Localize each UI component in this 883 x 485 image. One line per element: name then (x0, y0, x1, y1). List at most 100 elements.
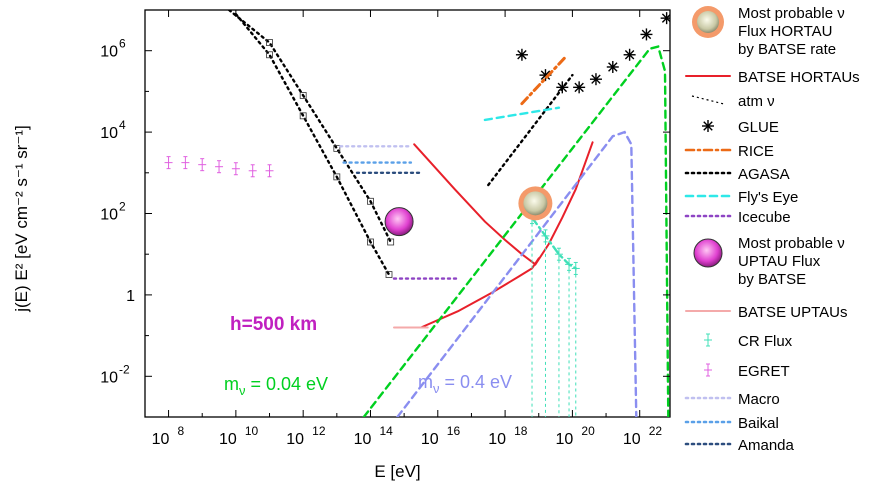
mass-label-0-04: mν = 0.04 eV (224, 374, 328, 398)
y-tick-exponent: 4 (119, 118, 126, 132)
x-tick-label: 10 (286, 431, 304, 448)
series-glue-point (623, 48, 636, 61)
series-atm-1--line (234, 12, 391, 276)
y-tick-exponent: -2 (119, 362, 130, 376)
legend-entry: AGASA (684, 166, 790, 183)
y-axis-label: j(E) E² [eV cm⁻² s⁻¹ sr⁻¹] (12, 125, 31, 313)
atm-nu-point (266, 51, 273, 59)
x-tick-exponent: 12 (312, 424, 326, 438)
y-tick-label: 10 (100, 207, 118, 224)
legend-label: Amanda (738, 437, 795, 454)
legend-label: by BATSE (738, 271, 806, 288)
legend-label: EGRET (738, 363, 790, 380)
series-atm-2--line (227, 10, 392, 244)
x-tick-exponent: 20 (581, 424, 595, 438)
x-tick-exponent: 16 (447, 424, 461, 438)
legend-label: Fly's Eye (738, 189, 798, 206)
legend-entry: CR Flux (704, 333, 793, 350)
legend-entry: BATSE HORTAUs (685, 69, 860, 86)
legend-label: atm ν (738, 93, 775, 110)
legend-label: Macro (738, 391, 780, 408)
series-glue-point (515, 48, 528, 61)
x-tick-label: 10 (421, 431, 439, 448)
y-tick-exponent: 2 (119, 200, 126, 214)
x-tick-exponent: 10 (245, 424, 259, 438)
atm-nu-point (367, 197, 374, 205)
y-tick-label: 10 (100, 369, 118, 386)
hortau-marker (523, 191, 548, 216)
legend-entry: BATSE UPTAUs (685, 304, 847, 321)
series-batse-hortaus-line (413, 141, 594, 266)
x-tick-label: 10 (488, 431, 506, 448)
x-tick-label: 10 (556, 431, 574, 448)
legend-entry: Baikal (684, 415, 779, 432)
legend-entry: GLUE (702, 119, 779, 136)
uptau-marker (384, 207, 414, 237)
series-egret-point (198, 158, 207, 172)
legend-label: RICE (738, 143, 774, 160)
altitude-annotation: h=500 km (230, 314, 317, 335)
legend-label: GLUE (738, 119, 779, 136)
cr-flux-point (565, 257, 574, 271)
legend-entry: atm ν (691, 93, 775, 110)
series-cr-flux-line (530, 216, 577, 270)
legend-entry: Fly's Eye (684, 189, 798, 206)
legend-label: Most probable ν (738, 235, 845, 252)
legend-label: CR Flux (738, 333, 793, 350)
legend-entry: EGRET (704, 363, 790, 380)
legend-uptau-marker (693, 238, 723, 268)
legend-atm-line (691, 95, 725, 105)
x-axis-label: E [eV] (374, 462, 420, 481)
x-tick-exponent: 14 (379, 424, 393, 438)
y-tick-label: 10 (100, 44, 118, 61)
cr-flux-point (541, 229, 550, 243)
legend-label: Icecube (738, 209, 791, 226)
y-tick-label: 10 (100, 125, 118, 142)
legend-entry: Macro (684, 391, 780, 408)
legend-label: by BATSE rate (738, 41, 836, 58)
series-fly-s-eye-line (483, 106, 561, 122)
legend-label: AGASA (738, 166, 790, 183)
atm-nu-point (367, 238, 374, 246)
x-tick-exponent: 8 (178, 424, 185, 438)
series-egret-point (231, 162, 240, 176)
cr-flux-point (571, 261, 580, 275)
series-glue-point (573, 81, 586, 94)
legend-label: BATSE HORTAUs (738, 69, 860, 86)
series-egret-point (265, 164, 274, 178)
legend-errcross-marker (704, 363, 712, 377)
x-tick-label: 10 (152, 431, 170, 448)
atm-nu-point (266, 39, 273, 46)
y-tick-exponent: 6 (119, 37, 126, 51)
legend-label: UPTAU Flux (738, 253, 821, 270)
series-rice-line (520, 55, 568, 106)
series-egret-point (181, 156, 190, 170)
legend-label: Baikal (738, 415, 779, 432)
series-glue-point (660, 12, 670, 25)
atm-nu-point (387, 238, 395, 246)
x-tick-label: 10 (354, 431, 372, 448)
legend-entry: Icecube (684, 209, 791, 226)
atm-nu-point (299, 92, 307, 99)
series-batse-hortaus-lower-branch--line (420, 257, 540, 329)
legend-label: Most probable ν (738, 5, 845, 22)
atm-nu-point (333, 144, 341, 152)
series-egret-point (215, 160, 224, 174)
atm-nu-point (299, 112, 307, 120)
series-glue-point (606, 60, 619, 73)
x-tick-exponent: 22 (649, 424, 663, 438)
series-m-nu-0-04-ev-line (362, 45, 670, 417)
y-tick-label: 1 (126, 288, 135, 305)
x-tick-label: 10 (623, 431, 641, 448)
legend-label: Flux HORTAU (738, 23, 832, 40)
atm-nu-point (333, 173, 341, 181)
legend-label: BATSE UPTAUs (738, 304, 847, 321)
cr-flux-point (554, 247, 563, 261)
series-glue-point (589, 73, 602, 86)
legend-entry: Amanda (684, 437, 795, 454)
atm-nu-point (385, 271, 393, 278)
x-tick-exponent: 18 (514, 424, 528, 438)
